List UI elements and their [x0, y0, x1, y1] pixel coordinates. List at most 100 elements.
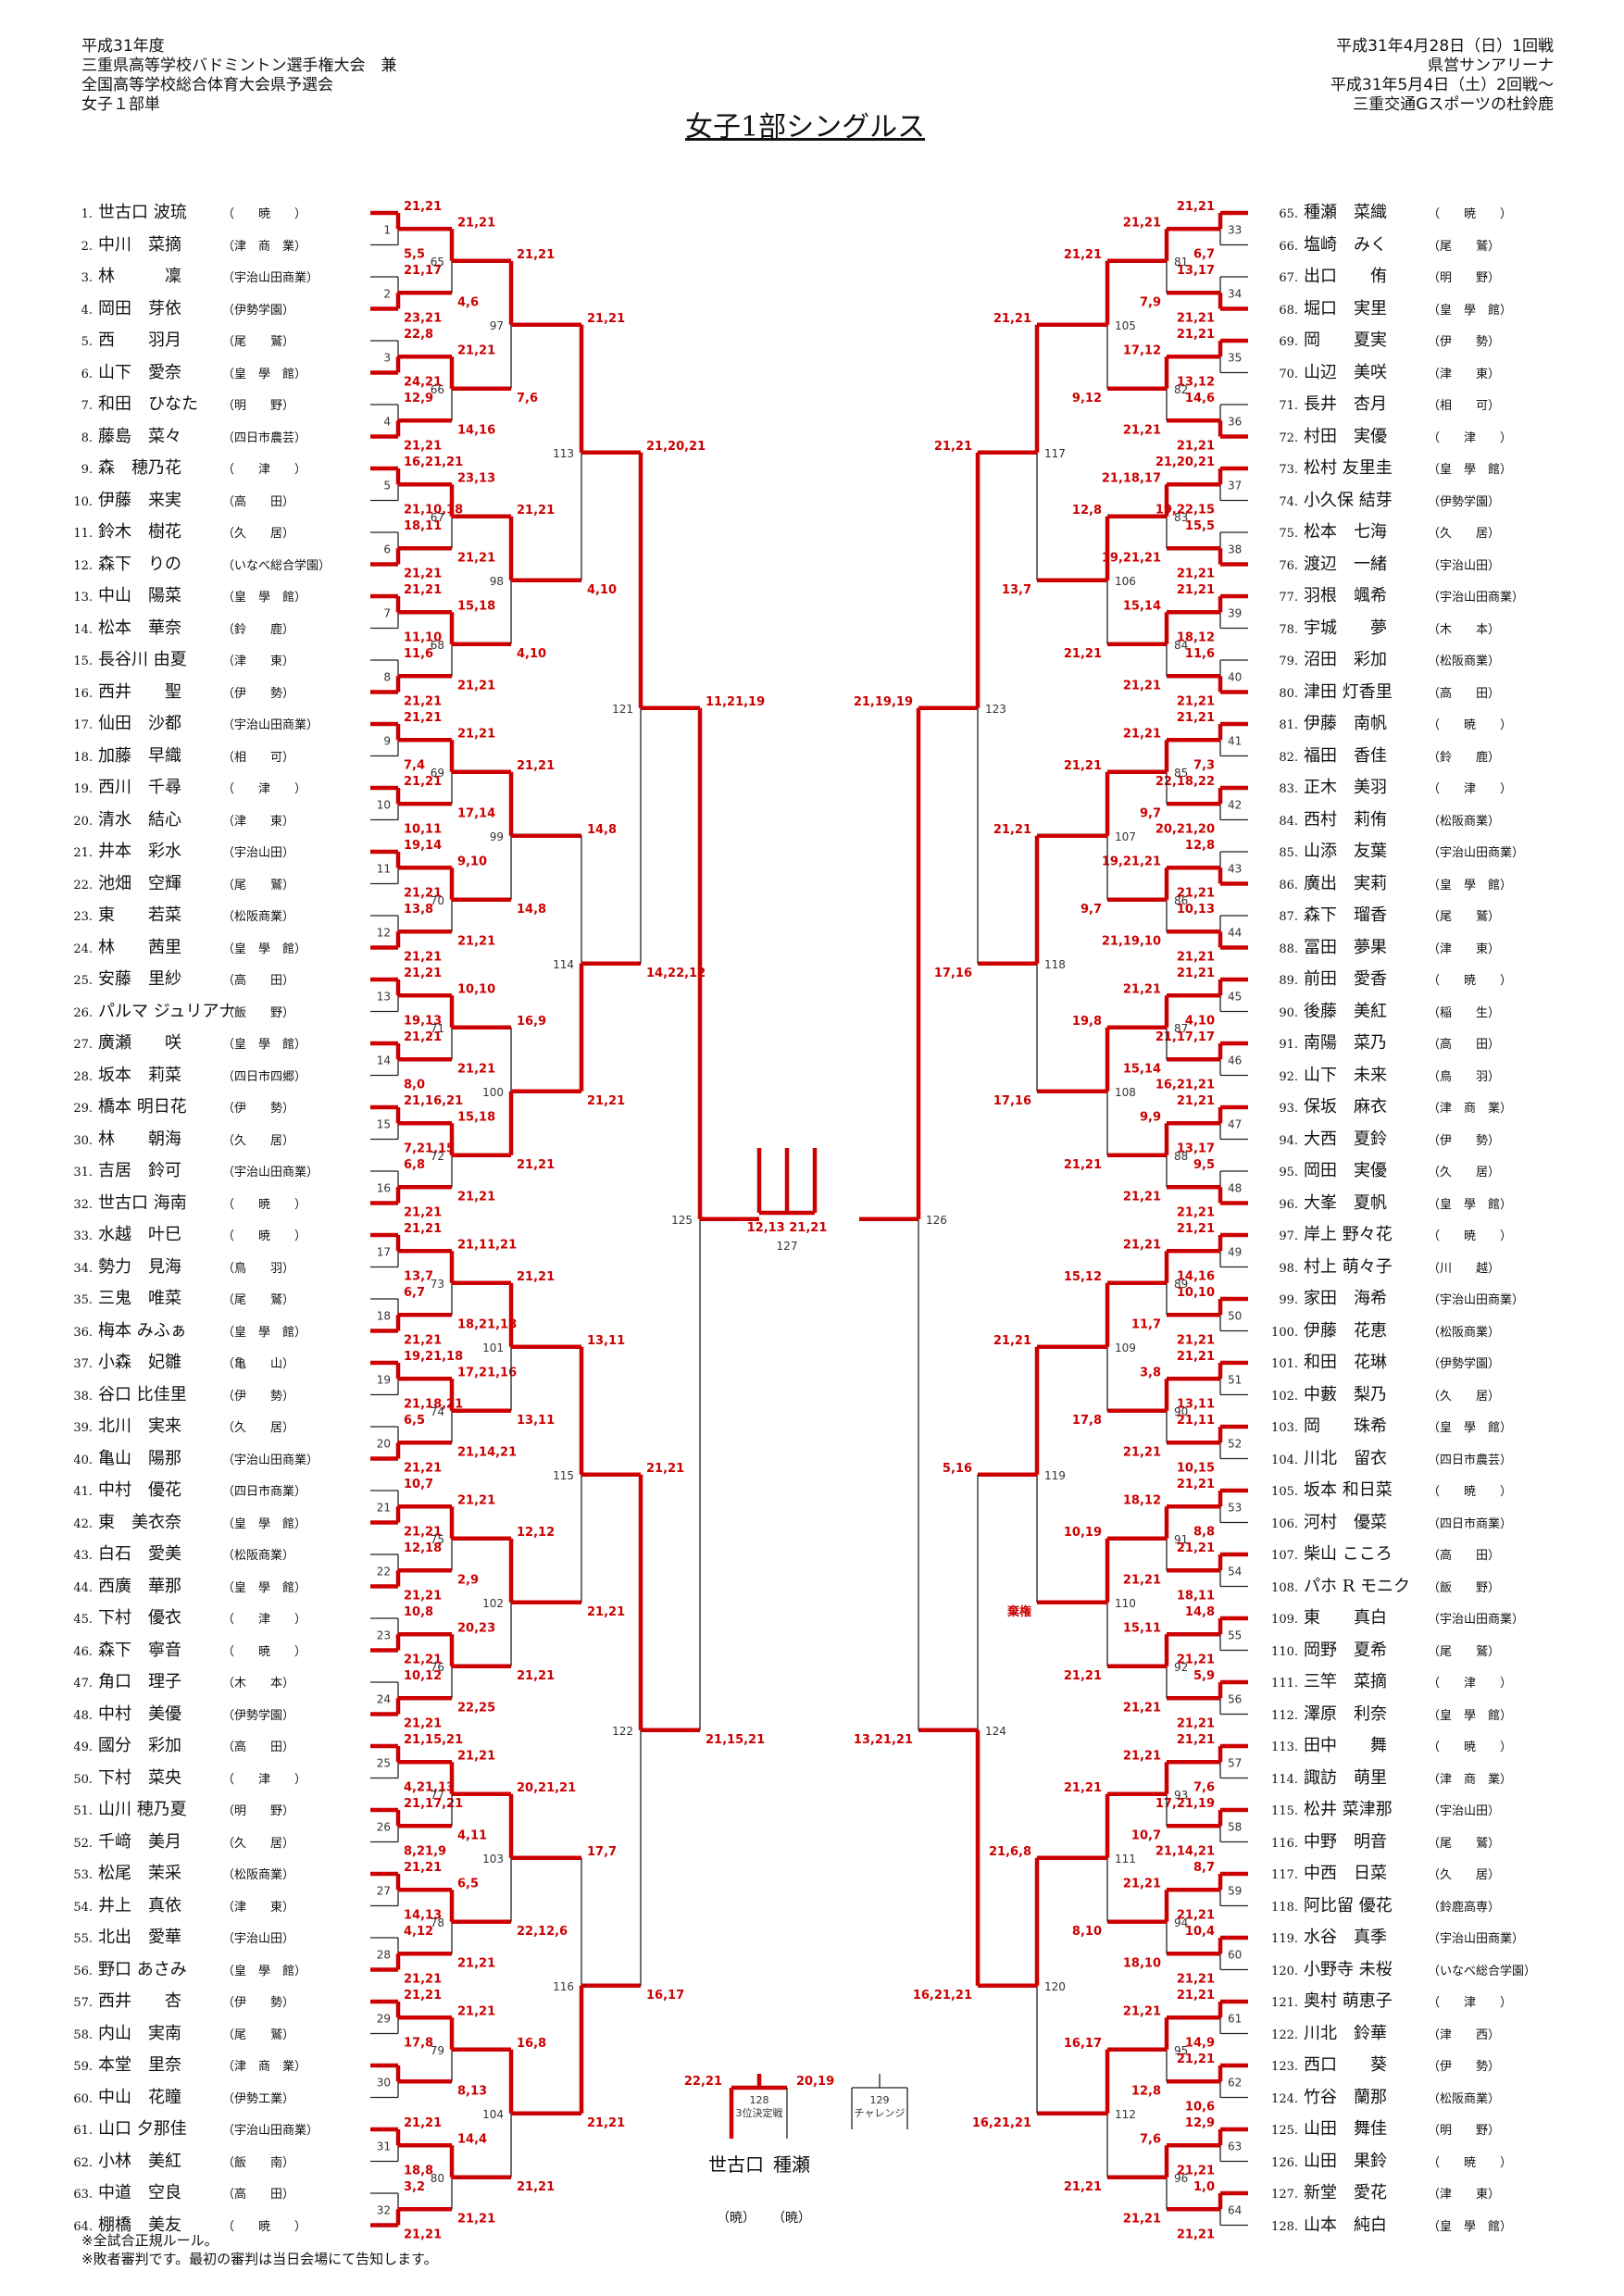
player-seed: 40.: [73, 1453, 93, 1467]
match-number: 100: [482, 1086, 504, 1099]
player-name: 中藪 梨乃: [1304, 1384, 1387, 1404]
match-number: 73: [431, 1278, 444, 1291]
player-seed: 75.: [1279, 527, 1298, 541]
player-row: 6. 山下 愛奈 （皇 學 館）: [56, 362, 306, 384]
player-name: 山口 夕那佳: [98, 2119, 187, 2139]
player-seed: 32.: [73, 1197, 93, 1212]
match-number: 7: [383, 606, 391, 619]
match-score: 13,17: [1177, 264, 1215, 278]
match-number: 32: [377, 2203, 391, 2216]
player-school: （ 津 ）: [1428, 1996, 1513, 2010]
player-name: 村上 萌々子: [1304, 1256, 1393, 1277]
player-name: 西村 莉侑: [1304, 809, 1387, 830]
player-name: 阿比留 優花: [1304, 1895, 1393, 1915]
player-seed: 47.: [73, 1677, 93, 1691]
match-number: 58: [1228, 1820, 1242, 1833]
player-name: 出口 侑: [1304, 267, 1387, 286]
match-score: 19,14: [404, 839, 442, 853]
player-school: （ 暁 ）: [222, 1644, 307, 1659]
match-score: 8,21,9: [404, 1845, 446, 1859]
player-seed: 71.: [1279, 399, 1298, 413]
player-seed: 100.: [1271, 1325, 1298, 1340]
match-score: 22,12,6: [517, 1925, 568, 1939]
player-row: 100. 伊藤 花恵 （松阪商業）: [1261, 1320, 1500, 1342]
match-score: 21,21: [1177, 312, 1215, 326]
player-row: 24. 林 茜里 （皇 學 館）: [56, 937, 306, 959]
match-score: 21,21: [993, 823, 1031, 837]
match-score: 21,21: [1064, 759, 1102, 773]
player-school: （明 野）: [222, 399, 295, 413]
player-school: （ 津 ）: [1428, 1677, 1513, 1691]
player-name: 伊藤 南帆: [1304, 714, 1387, 733]
player-school: （高 田）: [222, 974, 295, 988]
match-score: 21,21: [1177, 967, 1215, 980]
match-score: 14,16: [1177, 1270, 1215, 1284]
player-name: 松尾 茉采: [98, 1864, 181, 1883]
player-row: 55. 北出 愛華 （宇治山田）: [56, 1927, 294, 1949]
match-score: 16,9: [517, 1015, 546, 1029]
final-score: 12,13 21,21: [747, 1221, 828, 1235]
match-score: 9,7: [1140, 806, 1161, 820]
player-seed: 82.: [1279, 750, 1298, 765]
player-name: 長井 杏月: [1304, 394, 1387, 414]
player-seed: 106.: [1271, 1516, 1298, 1531]
match-number: 118: [1044, 958, 1066, 971]
match-number: 116: [553, 1980, 574, 1993]
player-school: （ 暁 ）: [1428, 974, 1513, 988]
match-number: 94: [1174, 1916, 1188, 1929]
match-score: 7,4: [404, 759, 425, 773]
match-score: 10,6: [1185, 2101, 1215, 2115]
match-score: 21,21: [1123, 1445, 1161, 1459]
match-number: 72: [431, 1150, 444, 1163]
match-number: 101: [482, 1341, 504, 1354]
player-row: 89. 前田 愛香 （ 暁 ）: [1261, 968, 1512, 991]
player-seed: 64.: [73, 2219, 93, 2234]
player-row: 52. 千﨑 美月 （久 居）: [56, 1831, 294, 1853]
match-score: 21,21: [1177, 328, 1215, 342]
match-score: 13,7: [404, 1270, 433, 1284]
player-seed: 77.: [1279, 591, 1298, 605]
third-place-name: 種瀬: [773, 2153, 810, 2176]
match-number: 63: [1228, 2140, 1242, 2152]
player-name: 白石 愛美: [98, 1544, 181, 1564]
player-name: 三竿 菜摘: [1304, 1672, 1387, 1691]
player-seed: 48.: [73, 1708, 93, 1723]
match-number: 105: [1115, 319, 1136, 332]
player-seed: 119.: [1271, 1932, 1298, 1946]
player-name: 北出 愛華: [98, 1928, 181, 1947]
match-score: 10,12: [404, 1669, 442, 1683]
match-number: 98: [490, 575, 504, 588]
match-score: 棄権: [1006, 1604, 1031, 1619]
player-seed: 113.: [1271, 1741, 1298, 1754]
player-seed: 26.: [73, 1005, 93, 1020]
match-score: 21,21: [1177, 1478, 1215, 1491]
match-score: 21,21: [517, 2180, 555, 2194]
match-score: 16,8: [517, 2037, 546, 2051]
player-seed: 5.: [81, 335, 93, 349]
player-seed: 24.: [73, 942, 93, 956]
match-number: 71: [431, 1022, 444, 1035]
player-name: 西 羽月: [98, 331, 181, 350]
match-score: 11,6: [1185, 647, 1215, 661]
player-row: 58. 内山 実南 （尾 鷲）: [56, 2023, 294, 2045]
match-number: 24: [377, 1692, 391, 1705]
player-school: （川 越）: [1428, 1261, 1501, 1276]
player-school: （津 東）: [1428, 2188, 1501, 2202]
player-seed: 79.: [1279, 655, 1298, 668]
player-name: 川北 鈴華: [1304, 2023, 1387, 2043]
player-row: 40. 亀山 陽那 （宇治山田商業）: [56, 1448, 319, 1470]
player-school: （ 暁 ）: [1428, 1741, 1513, 1754]
header-left-line: 三重県高等学校バドミントン選手権大会 兼: [81, 56, 397, 75]
match-score: 21,21: [1177, 1334, 1215, 1348]
player-school: （いなべ総合学園）: [1428, 1964, 1537, 1978]
player-row: 106. 河村 優菜 （四日市商業）: [1261, 1512, 1512, 1534]
match-score: 16,21,21: [972, 2116, 1031, 2130]
match-score: 21,21: [404, 1222, 442, 1236]
player-row: 84. 西村 莉侑 （松阪商業）: [1261, 809, 1500, 831]
player-name: 國分 彩加: [98, 1736, 181, 1755]
player-school: （ 暁 ）: [222, 1229, 307, 1243]
player-name: 中野 明音: [1304, 1831, 1387, 1852]
match-score: 8,0: [404, 1079, 425, 1092]
player-name: 山本 純白: [1304, 2215, 1387, 2235]
player-row: 43. 白石 愛美 （松阪商業）: [56, 1543, 294, 1566]
